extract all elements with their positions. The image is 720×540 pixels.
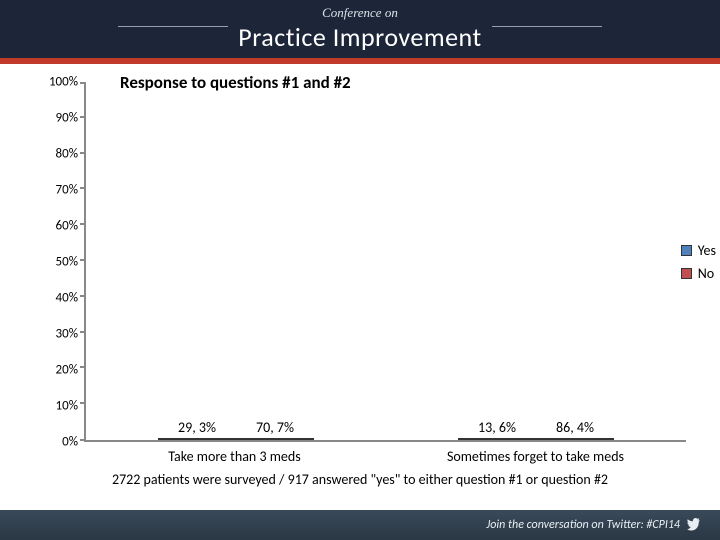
- bars-row: 29, 3% 70, 7% 13, 6%: [86, 82, 686, 440]
- caption-text: 2722 patients were surveyed / 917 answer…: [34, 465, 686, 488]
- legend-swatch-no: [681, 268, 692, 279]
- legend-label: No: [698, 265, 714, 282]
- plot-area: 29, 3% 70, 7% 13, 6%: [84, 82, 686, 442]
- y-tick-label: 100%: [49, 75, 78, 90]
- bar-pair: 29, 3% 70, 7%: [158, 438, 314, 440]
- y-tick-label: 20%: [56, 363, 78, 378]
- bar-no-1: 86, 4%: [536, 438, 614, 440]
- y-tick-label: 0%: [62, 435, 78, 450]
- y-tick-label: 90%: [56, 111, 78, 126]
- bar-pair: 13, 6% 86, 4%: [458, 438, 614, 440]
- slide: Conference on Practice Improvement Respo…: [0, 0, 720, 540]
- twitter-icon: [686, 518, 700, 532]
- footer-text: Join the conversation on Twitter: #CPI14: [486, 518, 680, 532]
- x-axis-labels: Take more than 3 meds Sometimes forget t…: [84, 442, 686, 465]
- bar-value-label: 13, 6%: [478, 419, 516, 436]
- legend-label: Yes: [698, 242, 716, 259]
- header-big-text: Practice Improvement: [238, 21, 481, 53]
- x-label-0: Take more than 3 meds: [84, 442, 385, 465]
- y-tick-label: 50%: [56, 255, 78, 270]
- chart-container: Response to questions #1 and #2 0% 10% 2…: [0, 64, 720, 510]
- y-tick-label: 10%: [56, 399, 78, 414]
- header-rule-left: [118, 26, 228, 27]
- y-tick-label: 80%: [56, 147, 78, 162]
- legend-item-no: No: [681, 265, 716, 282]
- x-label-1: Sometimes forget to take meds: [385, 442, 686, 465]
- header-banner: Conference on Practice Improvement: [0, 0, 720, 58]
- header-small-text: Conference on: [238, 5, 481, 21]
- y-tick-label: 60%: [56, 219, 78, 234]
- legend-swatch-yes: [681, 245, 692, 256]
- bar-no-0: 70, 7%: [236, 438, 314, 440]
- bar-group-0: 29, 3% 70, 7%: [86, 82, 386, 440]
- bar-chart: 0% 10% 20% 30% 40% 50% 60% 70% 80% 90% 1…: [34, 82, 686, 442]
- header-title-group: Conference on Practice Improvement: [118, 5, 601, 53]
- bar-yes-0: 29, 3%: [158, 438, 236, 440]
- header-text: Conference on Practice Improvement: [238, 5, 481, 53]
- y-tick-label: 30%: [56, 327, 78, 342]
- y-tick-label: 70%: [56, 183, 78, 198]
- bar-value-label: 70, 7%: [256, 419, 294, 436]
- bar-value-label: 29, 3%: [178, 419, 216, 436]
- legend-item-yes: Yes: [681, 242, 716, 259]
- bar-yes-1: 13, 6%: [458, 438, 536, 440]
- bar-group-1: 13, 6% 86, 4%: [386, 82, 686, 440]
- footer-bar: Join the conversation on Twitter: #CPI14: [0, 510, 720, 540]
- y-tick-label: 40%: [56, 291, 78, 306]
- header-rule-right: [492, 26, 602, 27]
- y-axis: 0% 10% 20% 30% 40% 50% 60% 70% 80% 90% 1…: [34, 82, 84, 442]
- legend: Yes No: [681, 242, 716, 288]
- bar-value-label: 86, 4%: [556, 419, 594, 436]
